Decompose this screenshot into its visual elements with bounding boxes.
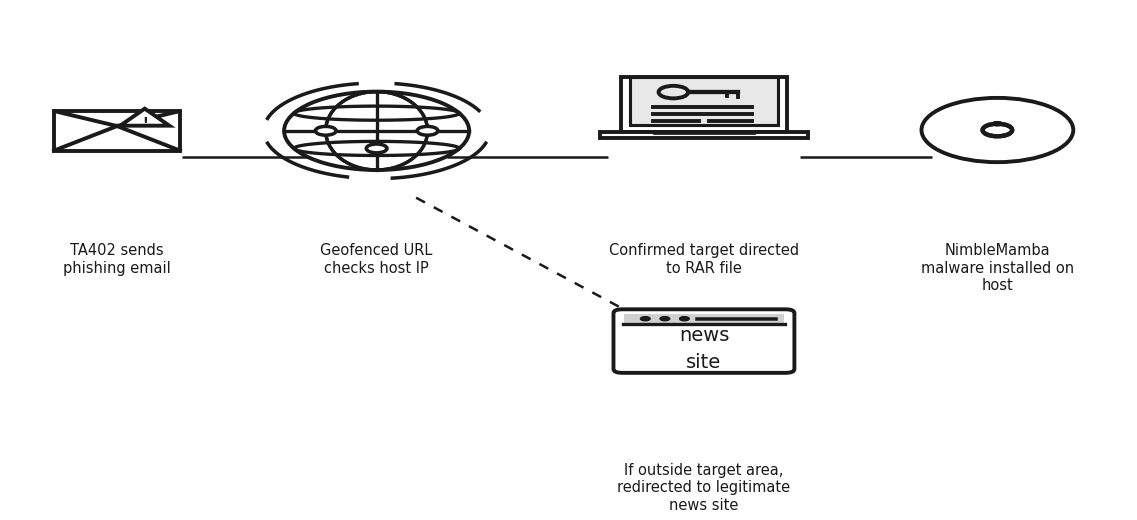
Circle shape xyxy=(971,139,1023,161)
Text: If outside target area,
redirected to legitimate
news site: If outside target area, redirected to le… xyxy=(617,463,790,513)
Circle shape xyxy=(680,317,689,321)
Circle shape xyxy=(968,118,1027,142)
Text: TA402 sends
phishing email: TA402 sends phishing email xyxy=(64,243,171,276)
FancyBboxPatch shape xyxy=(614,309,795,373)
Circle shape xyxy=(366,144,387,153)
Text: Geofenced URL
checks host IP: Geofenced URL checks host IP xyxy=(321,243,433,276)
Circle shape xyxy=(640,317,650,321)
Circle shape xyxy=(659,317,670,321)
Circle shape xyxy=(993,122,1003,126)
Text: !: ! xyxy=(142,115,148,128)
Circle shape xyxy=(910,93,1085,167)
Circle shape xyxy=(930,109,981,131)
Circle shape xyxy=(1013,109,1065,131)
FancyBboxPatch shape xyxy=(630,77,778,125)
FancyBboxPatch shape xyxy=(600,132,808,138)
Polygon shape xyxy=(121,109,169,126)
Circle shape xyxy=(417,126,438,135)
Text: NimbleMamba
malware installed on
host: NimbleMamba malware installed on host xyxy=(921,243,1074,293)
Text: news
site: news site xyxy=(679,326,729,372)
Text: Confirmed target directed
to RAR file: Confirmed target directed to RAR file xyxy=(609,243,799,276)
FancyBboxPatch shape xyxy=(621,77,787,132)
Circle shape xyxy=(315,126,337,135)
FancyBboxPatch shape xyxy=(623,314,785,324)
